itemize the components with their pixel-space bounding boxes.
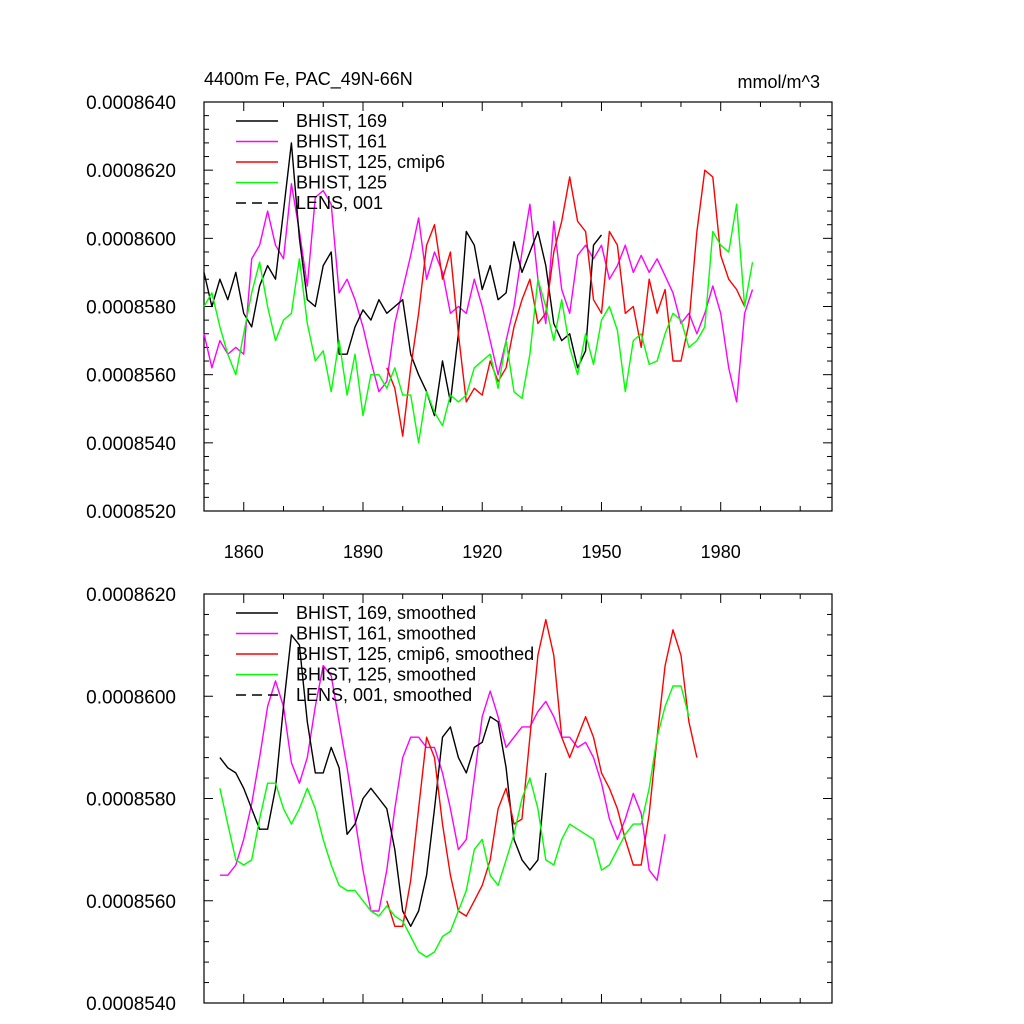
top-legend-label: BHIST, 169 [296, 111, 387, 131]
bottom-y-tick-label: 0.0008600 [86, 687, 176, 708]
top-legend-label: LENS, 001 [296, 193, 383, 213]
bottom-series-line-0 [219, 664, 666, 912]
bottom-y-tick-label: 0.0008620 [86, 585, 176, 606]
top-x-tick-label: 1890 [343, 542, 383, 562]
top-series-line-3 [203, 203, 754, 444]
bottom-y-tick-label: 0.0008540 [86, 994, 176, 1015]
bottom-legend-label: BHIST, 169, smoothed [296, 603, 476, 623]
bottom-legend-label: BHIST, 125, cmip6, smoothed [296, 644, 534, 664]
top-y-tick-label: 0.0008560 [86, 366, 176, 387]
bottom-legend-label: BHIST, 125, smoothed [296, 665, 476, 685]
top-x-tick-label: 1980 [701, 542, 741, 562]
top-y-tick-label: 0.0008640 [86, 93, 176, 114]
top-series-line-0 [203, 183, 754, 403]
top-legend-label: BHIST, 125, cmip6 [296, 152, 445, 172]
bottom-series-line-2 [386, 618, 698, 927]
top-chart-units: mmol/m^3 [738, 72, 820, 92]
top-x-tick-label: 1920 [462, 542, 502, 562]
top-y-tick-label: 0.0008520 [86, 502, 176, 523]
bottom-legend-label: LENS, 001, smoothed [296, 685, 472, 705]
top-series-line-1 [203, 142, 603, 417]
top-y-tick-label: 0.0008620 [86, 161, 176, 182]
top-x-tick-label: 1860 [224, 542, 264, 562]
top-legend-label: BHIST, 125 [296, 173, 387, 193]
bottom-series-line-3 [219, 685, 690, 958]
top-chart-panel: 1860 1890 1920 1950 1980 0.0008520 0.0008540 0.… [86, 93, 833, 562]
top-chart-title: 4400m Fe, PAC_49N-66N [204, 69, 413, 90]
bottom-series-line-1 [219, 634, 547, 927]
top-x-tick-label: 1950 [581, 542, 621, 562]
top-y-tick-label: 0.0008540 [86, 434, 176, 455]
bottom-legend-label: BHIST, 161, smoothed [296, 624, 476, 644]
top-y-tick-label: 0.0008600 [86, 229, 176, 250]
bottom-y-tick-label: 0.0008560 [86, 892, 176, 913]
top-legend-label: BHIST, 161 [296, 132, 387, 152]
bottom-y-tick-label: 0.0008580 [86, 790, 176, 811]
top-series-line-2 [386, 169, 746, 437]
top-y-tick-label: 0.0008580 [86, 298, 176, 319]
bottom-chart-panel: 0.0008540 0.0008560 0.0008580 0.0008600 0.00… [86, 585, 833, 1015]
